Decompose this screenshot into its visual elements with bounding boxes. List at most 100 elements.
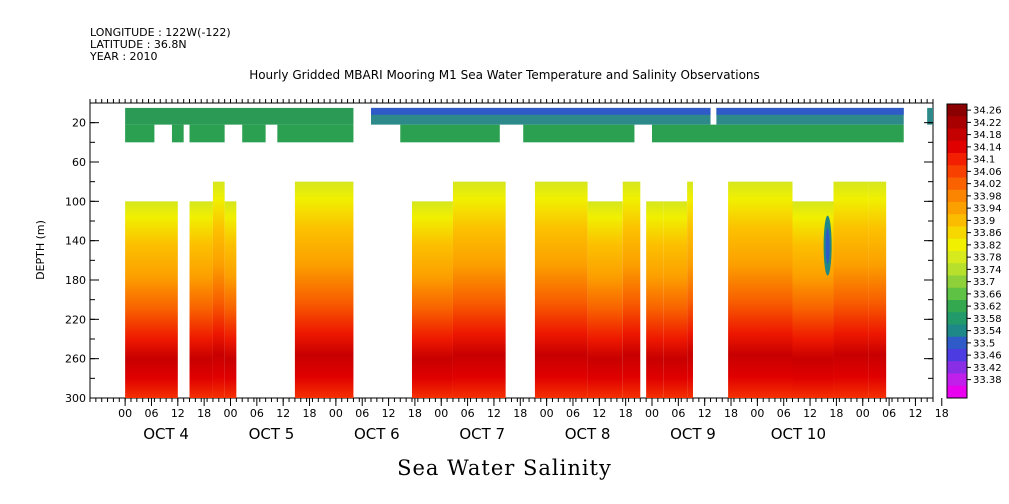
x-tick-label: 18 [935,407,949,420]
surface-band-segment [927,107,933,125]
x-day-label: OCT 8 [565,425,611,443]
colorbar-label: 33.42 [973,363,1002,374]
colorbar-swatch [947,226,967,240]
x-tick-label: 06 [250,407,264,420]
x-tick-label: 12 [487,407,501,420]
chart-title: Hourly Gridded MBARI Mooring M1 Sea Wate… [249,68,760,82]
colorbar-swatch [947,153,967,166]
x-tick-label: 00 [118,407,132,420]
profile-block [224,201,237,398]
band-20-40-segment [400,124,500,143]
year-label: YEAR : 2010 [90,50,158,63]
profile-block [587,201,623,398]
chart-xlabel: Sea Water Salinity [397,456,612,480]
x-tick-label: 12 [592,407,606,420]
colorbar-swatch [947,300,967,313]
y-tick-label: 220 [65,313,86,326]
colorbar-label: 33.74 [973,265,1002,276]
colorbar-swatch [947,238,967,252]
y-tick-label: 260 [65,353,86,366]
x-tick-label: 00 [329,407,343,420]
x-tick-label: 18 [619,407,633,420]
colorbar-swatch [947,202,967,215]
x-tick-label: 12 [698,407,712,420]
surface-band-top [371,107,711,115]
x-tick-label: 18 [197,407,211,420]
band-20-40-segment [125,124,155,143]
colorbar-swatch [947,373,967,387]
colorbar-swatch [947,251,967,264]
x-tick-label: 06 [461,407,475,420]
colorbar-swatch [947,116,967,129]
profile-block [663,201,688,398]
colorbar-swatch [947,312,967,325]
x-tick-label: 00 [224,407,238,420]
profile-block [534,181,588,398]
colorbar-label: 33.86 [973,228,1002,239]
profile-block [868,181,887,398]
x-day-label: OCT 10 [771,425,826,443]
colorbar-label: 34.14 [973,142,1002,153]
profile-block [212,181,225,398]
band-20-40-segment [277,124,354,143]
profile-block [125,201,178,398]
colorbar-swatch [947,177,967,191]
colorbar-label: 33.98 [973,191,1002,202]
y-tick-label: 180 [65,274,86,287]
colorbar-label: 34.06 [973,167,1002,178]
colorbar-swatch [947,104,967,117]
x-tick-label: 06 [882,407,896,420]
colorbar-swatch [947,263,967,276]
x-tick-label: 18 [408,407,422,420]
profile-block [452,181,506,398]
band-20-40-segment [652,124,904,143]
x-tick-label: 18 [724,407,738,420]
band-20-40-segment [242,124,266,143]
x-tick-label: 00 [750,407,764,420]
colorbar-frame [946,103,968,399]
surface-band-segment [125,107,354,125]
latitude-label: LATITUDE : 36.8N [90,38,187,51]
colorbar-label: 33.54 [973,326,1002,337]
x-tick-label: 12 [382,407,396,420]
colorbar-label: 33.82 [973,240,1002,251]
colorbar-swatch [947,324,967,338]
profile-block [728,181,793,398]
y-axis-label: DEPTH (m) [34,220,47,280]
x-tick-label: 18 [829,407,843,420]
x-tick-label: 06 [671,407,685,420]
profile-block [411,201,453,398]
x-tick-label: 00 [645,407,659,420]
x-tick-label: 00 [434,407,448,420]
profile-block [687,181,693,398]
band-20-40-segment [523,124,635,143]
x-tick-label: 06 [144,407,158,420]
colorbar-label: 34.26 [973,106,1002,117]
colorbar-label: 33.5 [973,338,995,349]
y-tick-label: 140 [65,235,86,248]
x-tick-label: 12 [908,407,922,420]
low-salinity-core [825,227,830,264]
x-tick-label: 00 [540,407,554,420]
colorbar-swatch [947,349,967,362]
colorbar-label: 33.94 [973,204,1002,215]
x-tick-label: 12 [171,407,185,420]
colorbar-swatch [947,275,967,289]
x-tick-label: 06 [355,407,369,420]
y-tick-label: 300 [65,392,86,405]
colorbar-swatch [947,128,967,142]
x-day-label: OCT 5 [249,425,295,443]
band-20-40-segment [171,124,184,143]
x-day-label: OCT 9 [670,425,716,443]
x-tick-label: 18 [303,407,317,420]
x-tick-label: 06 [777,407,791,420]
colorbar-label: 33.58 [973,314,1002,325]
colorbar-label: 33.46 [973,351,1002,362]
x-day-label: OCT 7 [459,425,505,443]
colorbar-label: 33.66 [973,289,1002,300]
profile-block [646,201,664,398]
colorbar-swatch [947,385,967,399]
colorbar-label: 33.78 [973,253,1002,264]
colorbar-label: 34.1 [973,155,995,166]
